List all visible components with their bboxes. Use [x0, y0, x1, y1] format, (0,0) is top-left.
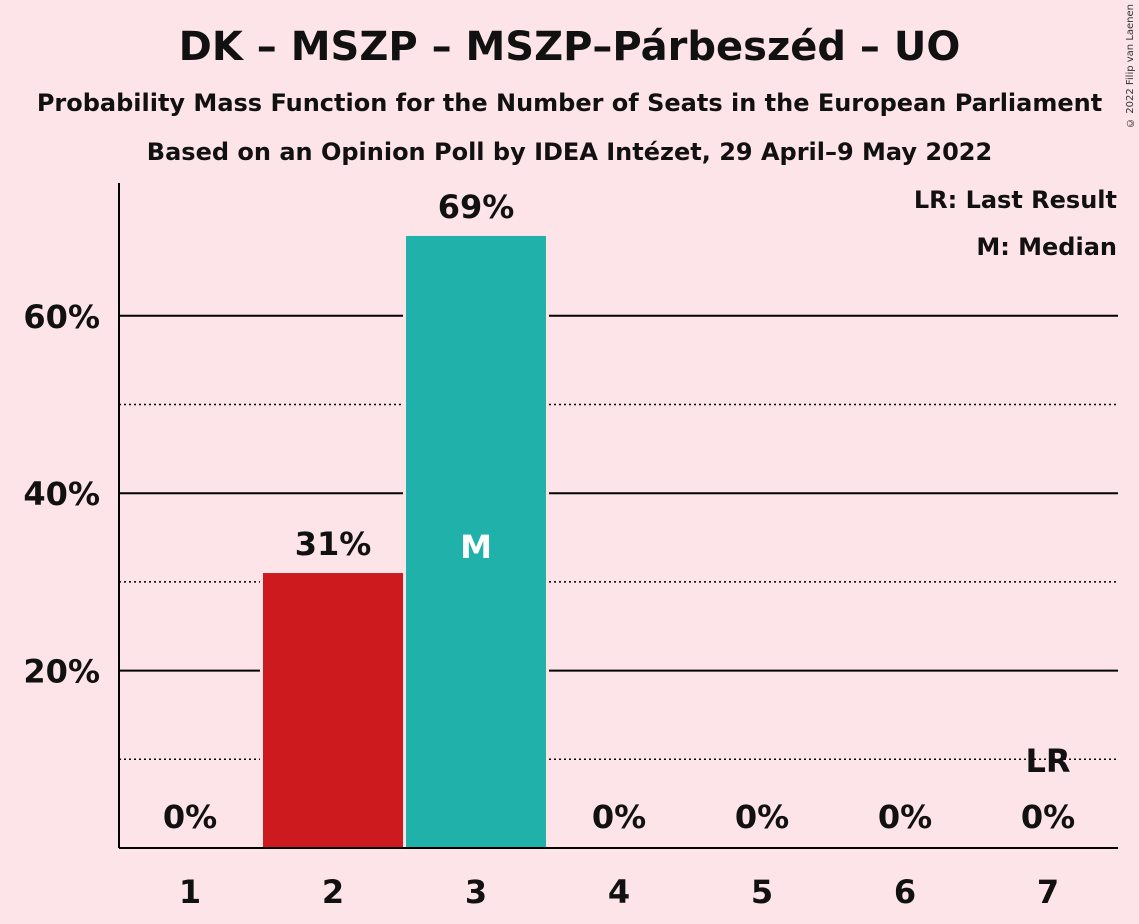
y-tick-label: 60%	[23, 298, 100, 336]
chart-source-line: Based on an Opinion Poll by IDEA Intézet…	[146, 138, 993, 166]
x-tick-label: 7	[1037, 873, 1059, 911]
bar-seat-3	[406, 235, 546, 849]
x-tick-label: 2	[322, 873, 344, 911]
y-tick-label: 40%	[23, 475, 100, 513]
x-tick-label: 6	[894, 873, 916, 911]
data-label: 69%	[438, 188, 515, 226]
last-result-marker: LR	[1025, 742, 1070, 780]
legend-median: M: Median	[976, 233, 1117, 261]
y-tick-label: 20%	[23, 653, 100, 691]
data-label: 0%	[163, 798, 217, 836]
data-label: 0%	[592, 798, 646, 836]
median-marker: M	[460, 528, 492, 566]
x-tick-label: 3	[465, 873, 487, 911]
data-label: 31%	[295, 525, 372, 563]
x-tick-label: 5	[751, 873, 773, 911]
x-tick-label: 4	[608, 873, 630, 911]
data-label: 0%	[878, 798, 932, 836]
data-label: 0%	[735, 798, 789, 836]
chart-subtitle: Probability Mass Function for the Number…	[36, 89, 1103, 117]
chart-title: DK – MSZP – MSZP–Párbeszéd – UO	[178, 24, 961, 70]
x-tick-label: 1	[179, 873, 201, 911]
bar-seat-2	[263, 573, 403, 848]
data-label: 0%	[1021, 798, 1075, 836]
legend-last-result: LR: Last Result	[913, 186, 1117, 214]
